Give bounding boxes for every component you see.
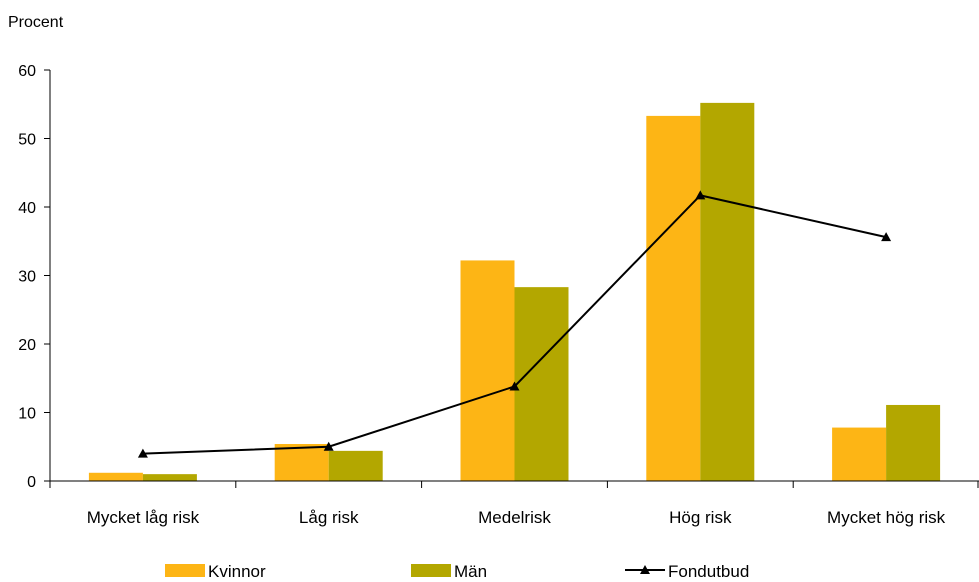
y-tick-label: 0 [27, 474, 36, 491]
bars [88, 102, 941, 482]
bar-kvinnor-3 [646, 115, 701, 482]
x-category-label: Låg risk [299, 508, 359, 527]
y-axis-label: Procent [8, 14, 64, 31]
axes [49, 70, 979, 488]
bar-m-n-0 [142, 474, 197, 481]
y-tick-label: 20 [18, 337, 36, 354]
bar-m-n-1 [328, 450, 383, 481]
line-marker-3 [695, 190, 706, 200]
legend-label-m-n: Män [454, 562, 487, 581]
line-series [137, 190, 892, 458]
y-ticks: 0 10 20 30 40 50 60 [18, 63, 50, 491]
legend-swatch-kvinnor [165, 564, 205, 577]
legend: Kvinnor Män Fondutbud [165, 562, 749, 581]
legend-label-fondutbud: Fondutbud [668, 562, 749, 581]
y-tick-label: 40 [18, 200, 36, 217]
bar-kvinnor-4 [832, 427, 887, 481]
bar-kvinnor-1 [274, 444, 329, 481]
legend-marker-fondutbud [640, 565, 650, 574]
bar-m-n-4 [886, 404, 941, 481]
bar-kvinnor-2 [460, 260, 515, 481]
line-marker-0 [137, 448, 148, 458]
line-marker-1 [323, 441, 334, 451]
y-tick-label: 10 [18, 406, 36, 423]
line-marker-4 [881, 232, 892, 242]
x-category-label: Medelrisk [478, 508, 551, 527]
legend-swatch-m-n [411, 564, 451, 577]
line-marker-2 [509, 381, 520, 391]
legend-label-kvinnor: Kvinnor [208, 562, 266, 581]
y-tick-label: 50 [18, 132, 36, 149]
x-category-label: Hög risk [669, 508, 732, 527]
bar-m-n-3 [700, 102, 755, 481]
y-tick-label: 30 [18, 269, 36, 286]
x-category-label: Mycket hög risk [827, 508, 946, 527]
category-labels: Mycket låg risk Låg risk Medelrisk Hög risk… [87, 508, 946, 527]
bar-m-n-2 [514, 287, 569, 481]
x-category-label: Mycket låg risk [87, 508, 200, 527]
y-tick-label: 60 [18, 63, 36, 80]
bar-kvinnor-0 [88, 472, 143, 481]
